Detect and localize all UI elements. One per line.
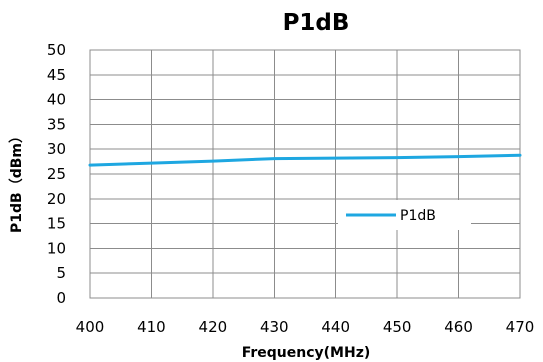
y-tick-label: 15 <box>47 215 66 233</box>
y-tick-label: 20 <box>47 190 66 208</box>
y-tick-label: 25 <box>47 165 66 183</box>
x-axis-title: Frequency(MHz) <box>242 345 371 361</box>
x-tick-label: 470 <box>506 318 535 336</box>
y-tick-label: 30 <box>47 140 66 158</box>
series-line-p1db <box>88 153 522 167</box>
legend-label-p1db: P1dB <box>400 208 436 224</box>
y-axis-ticks: 0 5 10 15 20 25 30 35 40 45 50 <box>47 41 66 307</box>
x-tick-label: 430 <box>260 318 289 336</box>
x-tick-label: 440 <box>321 318 350 336</box>
x-axis-ticks: 400 410 420 430 440 450 460 470 <box>76 318 535 336</box>
y-tick-label: 40 <box>47 91 66 109</box>
x-tick-label: 450 <box>383 318 412 336</box>
y-tick-label: 45 <box>47 66 66 84</box>
chart-title: P1dB <box>283 10 350 36</box>
y-tick-label: 50 <box>47 41 66 59</box>
grid <box>89 49 521 299</box>
legend: P1dB <box>338 200 471 230</box>
x-tick-label: 420 <box>199 318 228 336</box>
y-tick-label: 0 <box>56 289 66 307</box>
y-axis-title: P1dB（dBm） <box>9 129 25 233</box>
series-layer <box>88 153 522 167</box>
x-tick-label: 400 <box>76 318 105 336</box>
y-tick-label: 10 <box>47 239 66 257</box>
x-tick-label: 460 <box>444 318 473 336</box>
y-tick-label: 35 <box>47 115 66 133</box>
x-tick-label: 410 <box>137 318 166 336</box>
plot-area-frame <box>89 49 521 299</box>
y-tick-label: 5 <box>56 264 66 282</box>
